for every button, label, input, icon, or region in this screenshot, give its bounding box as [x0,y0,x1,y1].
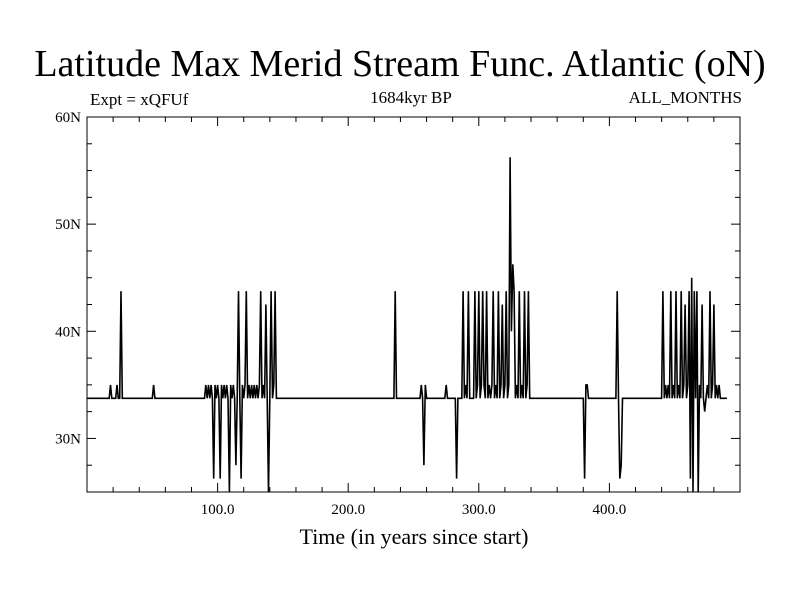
x-tick-label: 100.0 [201,502,235,518]
y-tick-label: 40N [55,324,81,340]
period-label: 1684kyr BP [370,88,452,107]
y-tick-label: 50N [55,217,81,233]
series-line-1 [87,157,727,493]
axis-tick-labels: 100.0 200.0 300.0 400.0 30N 40N 50N 60N [55,110,626,518]
plot-frame [86,116,741,493]
experiment-label: Expt = xQFUf [90,90,189,109]
y-tick-label: 30N [55,431,81,447]
x-tick-label: 300.0 [462,502,496,518]
axis-ticks [87,117,740,492]
chart-title: Latitude Max Merid Stream Func. Atlantic… [34,43,766,85]
x-tick-label: 400.0 [593,502,627,518]
months-label: ALL_MONTHS [628,88,742,107]
x-tick-label: 200.0 [331,502,365,518]
y-tick-label: 60N [55,110,81,126]
x-axis-label: Time (in years since start) [300,524,529,549]
series-group [87,157,727,493]
